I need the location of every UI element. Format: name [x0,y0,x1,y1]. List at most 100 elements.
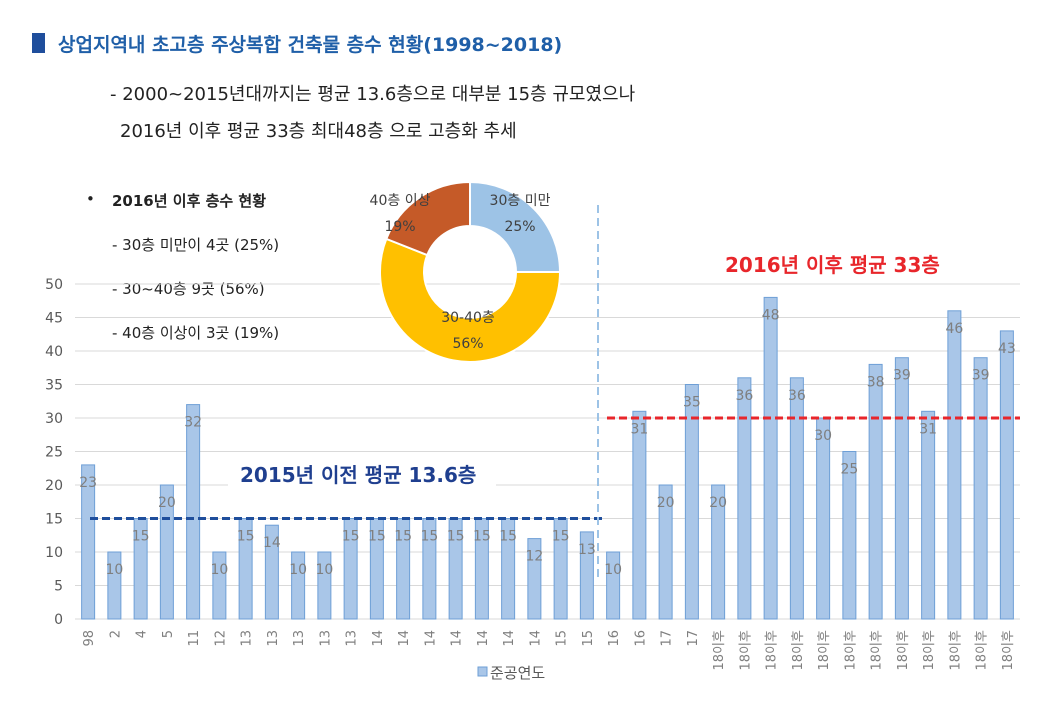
data-label: 20 [709,495,727,511]
data-label: 15 [420,529,438,545]
y-tick-label: 25 [45,445,63,461]
y-tick-label: 10 [45,545,63,561]
x-tick-label: 11 [187,630,202,647]
data-label: 31 [919,421,937,437]
legend-label: 준공연도 [490,664,545,682]
bar [291,551,306,620]
slice-percent: 25% [504,219,535,235]
data-label: 31 [630,421,648,437]
x-tick-label: 18이후 [922,630,937,671]
bar [212,551,227,620]
data-label: 15 [132,529,150,545]
data-label: 12 [525,549,543,565]
bar [658,484,673,620]
data-label: 23 [79,475,97,491]
x-tick-label: 18이후 [975,630,990,671]
slice-percent: 56% [452,336,483,352]
x-tick-label: 4 [135,630,150,638]
x-tick-label: 18이후 [712,630,727,671]
x-tick-label: 14 [502,630,517,647]
data-label: 20 [158,495,176,511]
data-label: 38 [867,374,885,390]
x-tick-label: 18이후 [896,630,911,671]
x-tick-label: 18이후 [948,630,963,671]
x-tick-label: 16 [607,630,622,647]
title-marker [32,33,45,53]
y-tick-label: 30 [45,411,63,427]
x-tick-label: 17 [660,630,675,647]
data-label: 10 [289,562,307,578]
notes-bullet: • [86,190,95,208]
x-tick-label: 13 [345,630,360,647]
data-label: 36 [735,388,753,404]
data-label: 10 [315,562,333,578]
bar [527,538,542,620]
x-tick-label: 13 [318,630,333,647]
bar [737,377,752,620]
data-label: 10 [105,562,123,578]
x-tick-label: 13 [292,630,307,647]
data-label: 43 [998,341,1016,357]
x-tick-label: 12 [213,630,228,647]
x-tick-label: 14 [450,630,465,647]
data-label: 10 [210,562,228,578]
data-label: 46 [945,321,963,337]
data-label: 32 [184,415,202,431]
notes-heading: 2016년 이후 층수 현황 [112,192,267,210]
x-tick-label: 14 [423,630,438,647]
bar [606,551,621,620]
x-tick-label: 14 [528,630,543,647]
bar [632,410,647,620]
data-label: 15 [499,529,517,545]
x-tick-label: 16 [633,630,648,647]
bar [264,524,279,620]
x-tick-label: 14 [397,630,412,647]
data-label: 15 [237,529,255,545]
bar [317,551,332,620]
page-title: 상업지역내 초고층 주상복합 건축물 층수 현황(1998~2018) [58,34,563,56]
bar [947,310,962,620]
bar [789,377,804,620]
x-tick-label: 2 [108,630,123,638]
bar [711,484,726,620]
slice-percent: 19% [384,219,415,235]
x-tick-label: 14 [476,630,491,647]
bar [973,357,988,620]
y-tick-label: 0 [54,612,63,628]
donut-slice [385,180,471,257]
x-tick-label: 18이후 [870,630,885,671]
note-item: - 30층 미만이 4곳 (25%) [112,236,280,254]
y-tick-label: 45 [45,311,63,327]
x-tick-label: 18이후 [1001,630,1016,671]
bar [186,404,201,620]
data-label: 10 [604,562,622,578]
x-tick-label: 15 [581,630,596,647]
subtitle-line-1: - 2000~2015년대까지는 평균 13.6층으로 대부분 15층 규모였으… [110,84,636,105]
bar [343,518,358,620]
note-item: - 40층 이상이 3곳 (19%) [112,324,280,342]
x-tick-label: 18이후 [791,630,806,671]
x-tick-label: 15 [555,630,570,647]
annotation-bg [228,452,496,492]
data-label: 14 [263,535,281,551]
y-tick-label: 5 [54,579,63,595]
data-label: 13 [578,542,596,558]
data-label: 15 [473,529,491,545]
bar [501,518,516,620]
bar [81,464,96,620]
y-tick-label: 20 [45,478,63,494]
bar [842,451,857,620]
annotation-after: 2016년 이후 평균 33층 [725,253,940,277]
x-tick-label: 18이후 [817,630,832,671]
data-label: 48 [762,307,780,323]
y-tick-label: 40 [45,344,63,360]
x-tick-label: 18이후 [738,630,753,671]
bar [868,363,883,620]
data-label: 36 [788,388,806,404]
data-label: 15 [552,529,570,545]
data-label: 15 [447,529,465,545]
x-tick-label: 14 [371,630,386,647]
x-tick-label: 17 [686,630,701,647]
y-tick-label: 35 [45,378,63,394]
